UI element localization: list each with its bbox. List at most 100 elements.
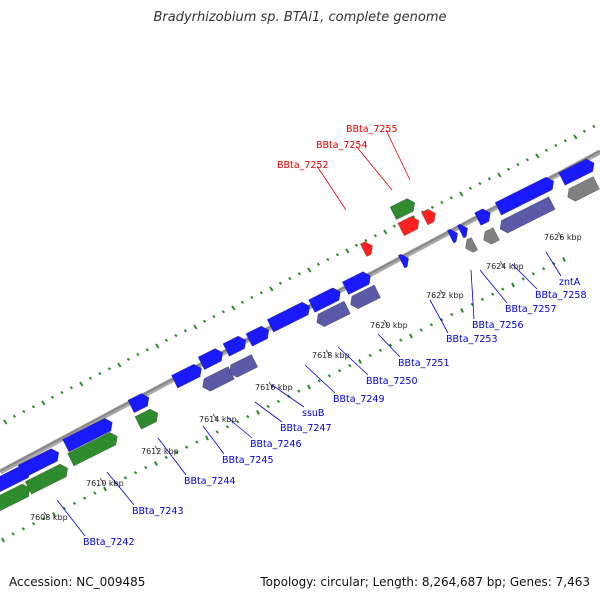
gc-tick [335, 253, 340, 257]
rna-feature [67, 432, 118, 467]
gc-tick [12, 414, 17, 418]
gc-tick [358, 359, 362, 364]
gc-tick [269, 286, 274, 292]
scale-tick-label: 7626 kbp [544, 233, 582, 242]
gene-leader-line [271, 384, 305, 408]
gene-label: BBta_7244 [184, 476, 236, 487]
gc-tick [103, 486, 107, 492]
gc-tick [183, 329, 188, 333]
gc-tick [235, 419, 240, 424]
gc-tick [316, 262, 321, 266]
gene-label: zntA [559, 277, 581, 288]
gene-leader-line [511, 263, 538, 290]
forward-cds-feature [222, 335, 246, 357]
forward-cds-feature [342, 271, 371, 295]
gc-tick [592, 124, 596, 129]
gc-tick [69, 386, 74, 390]
scale-tick-label: 7610 kbp [86, 479, 124, 488]
gc-tick [256, 410, 260, 415]
gene-label: BBta_7252 [277, 160, 329, 171]
gc-tick [164, 338, 169, 342]
gc-tick [449, 196, 454, 200]
gc-tick [326, 257, 330, 262]
gene-label: BBta_7254 [316, 140, 368, 151]
gc-tick [373, 234, 378, 238]
gc-tick [383, 229, 388, 235]
gc-tick [184, 445, 189, 449]
gene-leader-line [470, 269, 475, 320]
forward-cds-feature [17, 448, 59, 478]
gc-tick [21, 527, 26, 531]
gc-tick [50, 395, 55, 399]
forward-cds-feature [308, 287, 341, 313]
scale-tick-label: 7618 kbp [312, 351, 350, 360]
gc-tick [478, 181, 482, 186]
gene-leader-line [157, 437, 187, 476]
scale-tick-mark [325, 349, 331, 357]
gene-label: BBta_7243 [132, 506, 184, 517]
scale-tick-label: 7616 kbp [255, 383, 293, 392]
gc-tick [276, 399, 281, 404]
gc-tick [419, 328, 423, 332]
forward-cds-feature [127, 393, 150, 413]
gc-tick [563, 139, 568, 143]
scale-tick-label: 7620 kbp [370, 321, 408, 330]
gc-tick [354, 243, 359, 247]
gc-skew-track [1, 124, 596, 543]
gene-leader-line [355, 145, 393, 191]
gc-tick [348, 363, 352, 368]
reverse-cds-feature [350, 284, 381, 309]
gc-tick [521, 277, 525, 281]
gc-tick [231, 305, 236, 311]
gc-tick [501, 287, 505, 291]
forward-cds-feature [494, 176, 554, 216]
scale-tick-label: 7612 kbp [141, 447, 179, 456]
gc-tick [215, 430, 219, 434]
gene-label: BBta_7256 [472, 320, 524, 331]
gc-tick [345, 248, 350, 254]
gc-tick [240, 300, 245, 304]
rna-feature [134, 408, 158, 430]
gc-tick [250, 295, 254, 300]
gc-tick [378, 348, 383, 353]
grey-feature [465, 237, 478, 253]
gc-tick [364, 238, 368, 243]
gene-label: ssuB [302, 408, 324, 419]
gene-label: BBta_7258 [535, 290, 587, 301]
forward-cds-feature [558, 158, 595, 186]
gc-tick [307, 384, 311, 390]
gc-tick [31, 521, 36, 526]
gc-tick [221, 310, 226, 314]
gene-leader-line [545, 251, 562, 277]
gc-tick [460, 308, 464, 313]
highlighted-feature [421, 209, 436, 226]
gc-tick [31, 405, 36, 409]
gc-tick [202, 319, 207, 323]
gc-tick [52, 512, 56, 517]
gc-tick [307, 267, 312, 273]
gc-tick [368, 353, 372, 358]
gene-leader-line [106, 471, 135, 506]
gc-tick [506, 167, 511, 171]
gc-tick [480, 297, 485, 302]
gc-tick [1, 537, 5, 543]
gene-label: BBta_7251 [398, 358, 450, 369]
scale-tick-label: 7614 kbp [199, 415, 237, 424]
gc-tick [205, 435, 209, 441]
scale-tick-mark [43, 511, 49, 519]
scale-tick-label: 7608 kbp [30, 513, 68, 522]
reverse-cds-feature [229, 354, 258, 378]
gc-tick [535, 153, 540, 159]
scale-tick-label: 7622 kbp [426, 291, 464, 300]
gene-leader-line [377, 333, 401, 358]
gc-tick [113, 481, 117, 485]
forward-cds-feature [197, 348, 223, 370]
gc-tick [562, 257, 566, 262]
gc-tick [399, 338, 403, 342]
gc-tick [174, 450, 179, 455]
rna-feature [0, 483, 31, 511]
gene-leader-line [337, 346, 369, 376]
gc-tick [145, 348, 150, 352]
scale-tick-mark [154, 445, 160, 453]
gc-tick [11, 532, 15, 536]
